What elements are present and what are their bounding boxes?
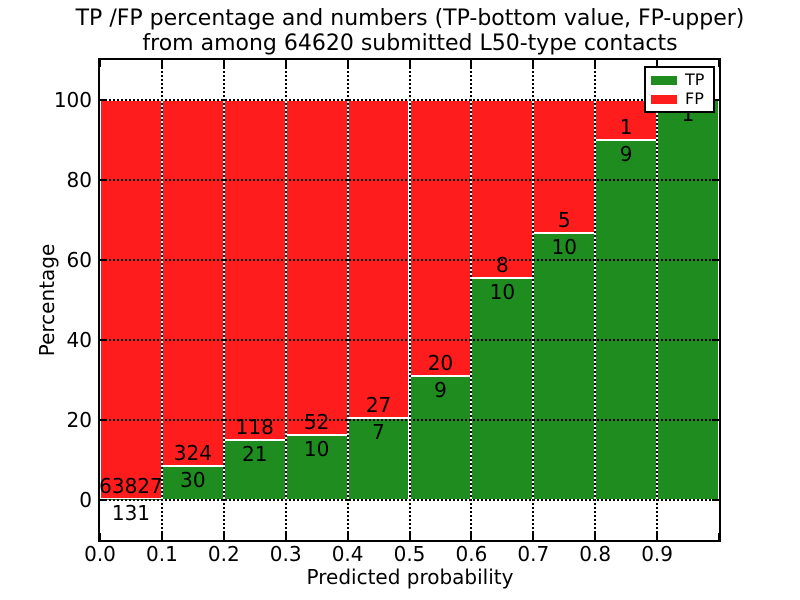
count-label-tp: 30 xyxy=(180,468,206,493)
x-tick-label: 0.3 xyxy=(269,542,302,566)
x-tick-top xyxy=(594,60,597,67)
bar-segment-fp xyxy=(100,100,162,500)
x-tick-label: 0.9 xyxy=(641,542,673,566)
x-tick-label: 0.1 xyxy=(145,542,178,566)
count-label-fp: 52 xyxy=(303,410,330,435)
x-tick-top xyxy=(222,60,225,67)
x-axis-label: Predicted probability xyxy=(306,565,514,589)
count-label-fp: 1 xyxy=(619,115,633,139)
count-label-tp: 10 xyxy=(303,437,330,462)
x-tick-bottom xyxy=(656,533,659,540)
legend-swatch-tp-icon xyxy=(651,75,677,85)
x-tick-top xyxy=(470,60,473,67)
y-tick-label: 20 xyxy=(66,408,92,432)
y-tick-label: 80 xyxy=(66,168,92,192)
count-label-fp: 324 xyxy=(173,441,212,466)
count-label-fp: 118 xyxy=(235,414,274,439)
count-label-tp: 131 xyxy=(111,501,151,526)
count-label-fp: 5 xyxy=(557,208,571,233)
x-tick-label: 0.5 xyxy=(393,542,426,566)
count-label-tp: 10 xyxy=(489,279,516,304)
y-tick-label: 60 xyxy=(66,248,92,272)
chart-title-line1: TP /FP percentage and numbers (TP-bottom… xyxy=(75,6,745,31)
count-label-fp: 63827 xyxy=(99,474,163,499)
bar-segment-tp xyxy=(100,499,162,500)
x-tick-bottom xyxy=(284,533,287,540)
x-tick-top xyxy=(99,60,101,67)
x-tick-top xyxy=(346,60,349,67)
x-tick-label: 0.8 xyxy=(579,542,612,566)
y-tick-label: 0 xyxy=(79,488,92,512)
y-tick-label: 100 xyxy=(53,88,92,112)
count-label-tp: 7 xyxy=(372,419,385,444)
bar-segment-fp xyxy=(409,100,472,376)
count-label-fp: 20 xyxy=(427,350,454,375)
x-tick-bottom xyxy=(99,533,101,540)
chart-title-line2: from among 64620 submitted L50-type cont… xyxy=(142,31,678,56)
legend-label-fp: FP xyxy=(685,89,704,108)
bar-segment-fp xyxy=(161,100,224,467)
legend-label-tp: TP xyxy=(685,70,705,89)
x-tick-bottom xyxy=(470,533,473,540)
x-tick-label: 0.6 xyxy=(455,542,488,566)
bar-segment-tp xyxy=(161,466,224,500)
count-label-tp: 21 xyxy=(242,441,268,466)
count-label-fp: 8 xyxy=(495,252,509,277)
x-tick-label: 0.2 xyxy=(207,542,240,566)
x-tick-bottom xyxy=(532,533,535,540)
x-tick-bottom xyxy=(346,533,349,540)
x-tick-bottom xyxy=(408,533,411,540)
y-tick-label: 40 xyxy=(66,328,92,352)
x-tick-top xyxy=(408,60,411,67)
x-tick-top xyxy=(284,60,287,67)
x-tick-label: 0.7 xyxy=(517,542,550,566)
x-tick-label: 0.4 xyxy=(331,542,364,566)
bar-segment-tp xyxy=(471,277,534,500)
bar-segment-fp xyxy=(285,100,348,436)
x-tick-bottom xyxy=(718,533,720,540)
x-tick-top xyxy=(160,60,163,67)
x-tick-bottom xyxy=(594,533,597,540)
x-tick-label: 0.0 xyxy=(84,542,116,566)
x-tick-top xyxy=(718,60,720,67)
legend: TP FP xyxy=(644,66,715,113)
legend-swatch-fp-icon xyxy=(651,94,677,104)
x-tick-top xyxy=(532,60,535,67)
count-label-fp: 27 xyxy=(365,392,392,417)
bar-segment-fp xyxy=(223,100,286,440)
bar-segment-tp xyxy=(533,233,596,500)
bar-segment-tp xyxy=(595,140,658,500)
count-label-tp: 10 xyxy=(551,235,577,260)
legend-entry-tp: TP xyxy=(651,72,708,88)
x-tick-bottom xyxy=(222,533,225,540)
count-label-tp: 9 xyxy=(434,377,447,402)
count-label-tp: 9 xyxy=(619,142,633,166)
legend-entry-fp: FP xyxy=(651,91,708,107)
bar-segment-tp xyxy=(657,100,719,500)
x-tick-bottom xyxy=(160,533,163,540)
